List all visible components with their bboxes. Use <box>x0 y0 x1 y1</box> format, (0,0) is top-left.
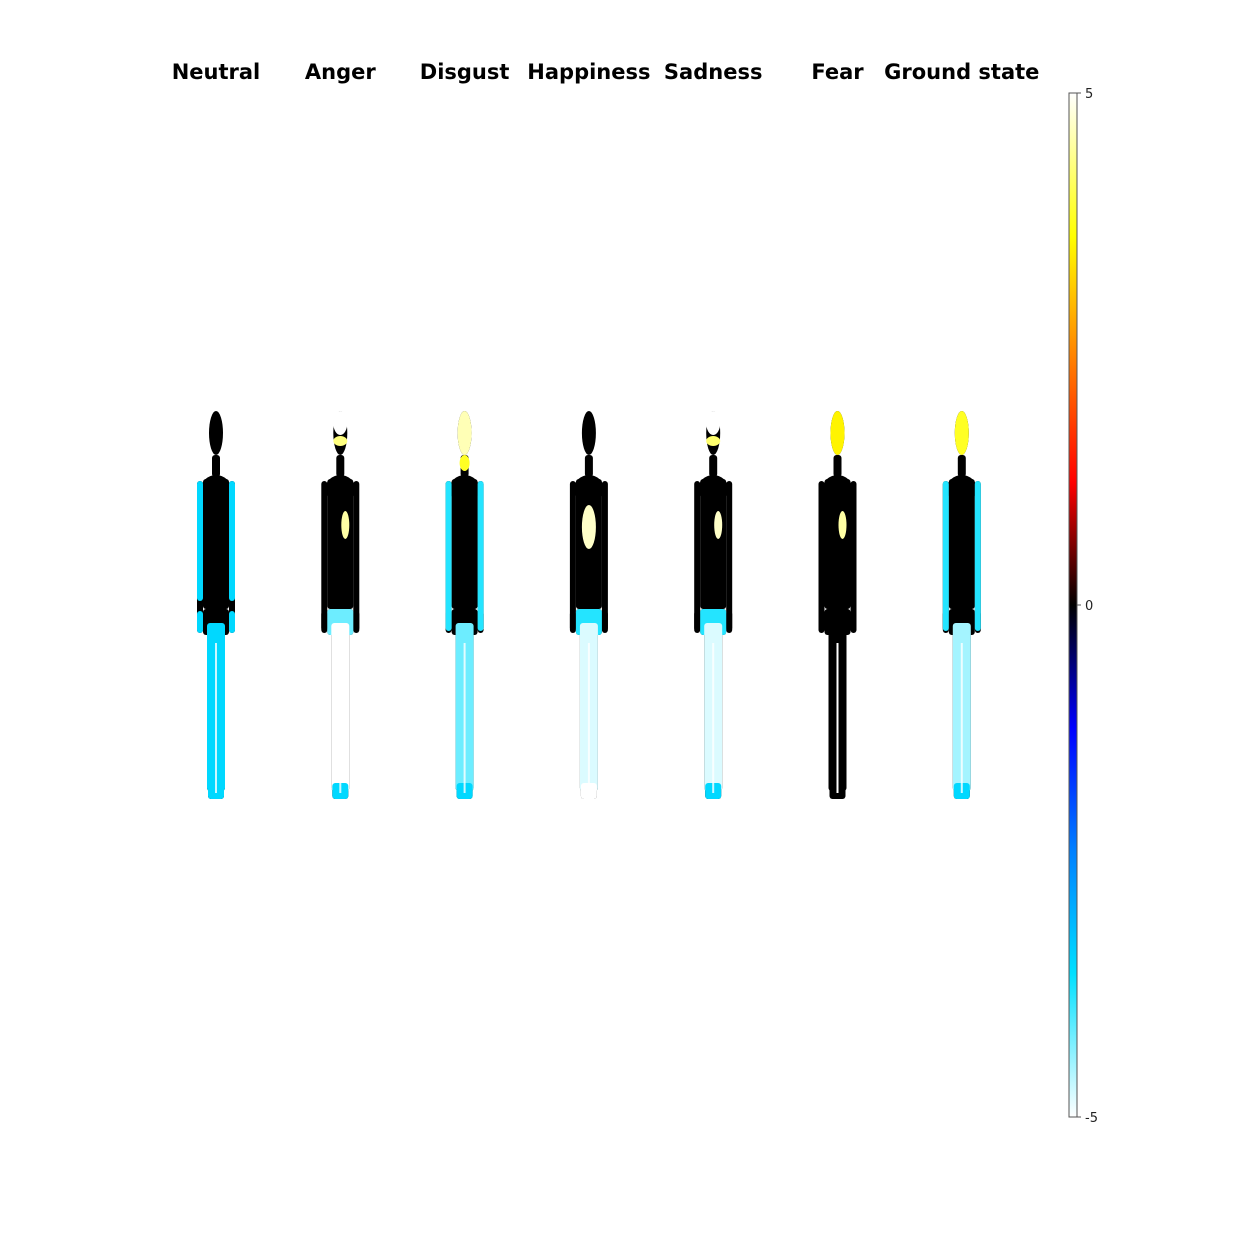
activation-neutral <box>197 481 235 799</box>
leg-gap <box>339 643 342 793</box>
colorbar-gradient <box>1068 92 1078 1118</box>
silhouette-part <box>321 611 328 633</box>
panel-title-happiness: Happiness <box>527 60 650 84</box>
silhouette-part <box>818 611 825 633</box>
region-top-of-head <box>706 411 721 435</box>
silhouette-part <box>726 481 733 631</box>
activation-disgust <box>445 411 484 799</box>
silhouette-part <box>451 479 478 609</box>
activation-ground-state <box>942 411 981 799</box>
leg-gap <box>215 643 217 793</box>
silhouette-part <box>601 481 608 631</box>
silhouette-part <box>581 411 596 455</box>
body-map-panels: Neutral Anger Disgust Happiness Sadness Fear G… <box>172 60 1039 799</box>
region-heart <box>838 511 847 539</box>
colorbar-tick-label: 0 <box>1085 599 1093 614</box>
colorbar-tick-label: 5 <box>1085 87 1093 102</box>
panel-title-fear: Fear <box>811 60 864 84</box>
silhouette-part <box>209 411 223 455</box>
activation-anger <box>327 411 354 799</box>
panel-title-sadness: Sadness <box>664 60 763 84</box>
silhouette-part <box>694 611 701 633</box>
silhouette-part <box>824 479 851 609</box>
region-head <box>954 411 969 455</box>
panel-title-ground-state: Ground state <box>884 60 1039 84</box>
leg-gap <box>587 643 590 793</box>
silhouette-part <box>709 455 718 477</box>
silhouette-part <box>948 479 975 609</box>
leg-gap <box>836 643 839 793</box>
colorbar-tick-label: -5 <box>1085 1111 1098 1126</box>
silhouette-part <box>601 611 608 633</box>
panel-ground-state: Ground state <box>884 60 1039 799</box>
region-arms <box>445 481 452 631</box>
silhouette-part <box>850 481 857 631</box>
silhouette-part <box>327 479 354 609</box>
panel-title-anger: Anger <box>305 60 376 84</box>
silhouette-part <box>957 455 966 477</box>
leg-gap <box>463 643 466 793</box>
region-hands <box>229 611 235 633</box>
silhouette-part <box>353 611 360 633</box>
silhouette-part <box>203 479 229 609</box>
panel-fear: Fear <box>811 60 864 799</box>
region-hands <box>197 611 203 633</box>
activation-fear <box>830 411 847 793</box>
panel-disgust: Disgust <box>420 60 510 799</box>
region-top-of-head <box>333 411 348 435</box>
activation-happiness <box>575 505 602 799</box>
leg-gap <box>960 643 963 793</box>
panel-happiness: Happiness <box>527 60 651 799</box>
silhouette-part <box>850 611 857 633</box>
panel-anger: Anger <box>305 60 376 799</box>
region-head <box>830 411 845 455</box>
silhouette-part <box>818 481 825 631</box>
silhouette-part <box>321 481 328 631</box>
region-upper-arms <box>197 481 203 601</box>
panel-title-neutral: Neutral <box>172 60 261 84</box>
region-forehead <box>706 436 721 446</box>
region-forehead <box>333 436 348 446</box>
colorbar: 5 0 -5 <box>1068 87 1098 1126</box>
panel-title-disgust: Disgust <box>420 60 510 84</box>
panel-neutral: Neutral <box>172 60 261 799</box>
region-heart <box>341 511 350 539</box>
silhouette-part <box>726 611 733 633</box>
region-throat <box>459 455 470 471</box>
region-chest-center <box>581 505 596 549</box>
silhouette-part <box>833 455 842 477</box>
region-arms <box>477 481 484 631</box>
silhouette-part <box>584 455 593 477</box>
silhouette-part <box>700 479 727 609</box>
region-heart <box>714 511 723 539</box>
region-head <box>457 411 472 455</box>
silhouette-part <box>569 611 576 633</box>
activation-sadness <box>700 411 727 799</box>
region-arms <box>942 481 949 631</box>
silhouette-part <box>353 481 360 631</box>
silhouette-part <box>694 481 701 631</box>
region-upper-arms <box>229 481 235 601</box>
leg-gap <box>712 643 715 793</box>
panel-sadness: Sadness <box>664 60 763 799</box>
silhouette-part <box>569 481 576 631</box>
silhouette-part <box>336 455 345 477</box>
region-arms <box>974 481 981 631</box>
silhouette-part <box>212 455 220 477</box>
